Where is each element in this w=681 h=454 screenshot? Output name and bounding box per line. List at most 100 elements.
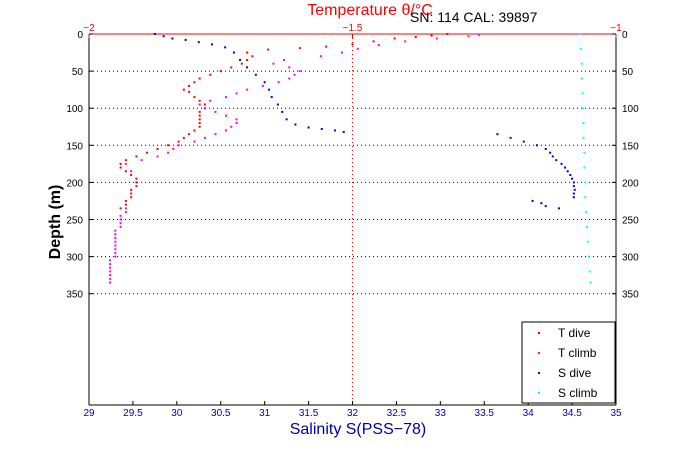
data-point	[214, 110, 217, 113]
legend-label: T climb	[558, 346, 597, 360]
salinity-tick-label: 30	[171, 408, 183, 419]
depth-tick-label-left: 200	[66, 178, 83, 189]
depth-tick-label-right: 250	[622, 216, 639, 227]
data-point	[288, 66, 291, 69]
data-point	[124, 207, 127, 210]
data-point	[124, 162, 127, 165]
data-point	[193, 140, 196, 143]
salinity-tick-label: 35	[610, 408, 622, 419]
data-point	[569, 173, 572, 176]
data-point	[581, 107, 584, 110]
data-point	[587, 255, 590, 258]
data-point	[435, 37, 438, 40]
series-s-dive	[153, 33, 576, 210]
depth-tick-label-right: 0	[622, 30, 628, 41]
data-point	[225, 96, 228, 99]
data-point	[109, 259, 112, 262]
data-point	[549, 151, 552, 154]
legend-label: S dive	[558, 366, 592, 380]
data-point	[522, 140, 525, 143]
data-point	[583, 151, 586, 154]
data-point	[377, 44, 380, 47]
data-point	[210, 43, 213, 46]
data-point	[356, 47, 359, 50]
legend-marker	[538, 372, 540, 374]
data-point	[188, 90, 191, 93]
data-point	[393, 37, 396, 40]
data-point	[320, 127, 323, 130]
data-point	[372, 40, 375, 43]
data-point	[477, 33, 480, 36]
depth-tick-label-right: 150	[622, 141, 639, 152]
series-t-dive	[119, 33, 449, 210]
data-point	[124, 203, 127, 206]
data-point	[167, 151, 170, 154]
data-point	[282, 58, 285, 61]
depth-tick-label-right: 100	[622, 104, 639, 115]
data-point	[114, 251, 117, 254]
salinity-tick-label: 31	[259, 408, 271, 419]
depth-tick-label-right: 200	[622, 178, 639, 189]
chart-title: Temperature θ/°C	[307, 2, 433, 19]
data-point	[219, 70, 222, 73]
data-point	[225, 129, 228, 132]
data-point	[124, 170, 127, 173]
data-point	[586, 225, 589, 228]
data-point	[263, 81, 266, 84]
data-point	[573, 188, 576, 191]
data-point	[325, 45, 328, 48]
depth-tick-label-right: 350	[622, 290, 639, 301]
salinity-tick-label: 32	[347, 408, 359, 419]
data-point	[119, 225, 122, 228]
data-point	[182, 136, 185, 139]
data-point	[130, 170, 133, 173]
data-point	[584, 196, 587, 199]
data-point	[246, 66, 249, 69]
data-point	[140, 159, 143, 162]
data-point	[268, 88, 271, 91]
data-point	[193, 81, 196, 84]
data-point	[572, 196, 575, 199]
data-point	[446, 33, 449, 35]
data-point	[156, 155, 159, 158]
data-point	[109, 274, 112, 277]
data-point	[114, 255, 117, 258]
data-point	[203, 107, 206, 110]
legend-label: S climb	[558, 386, 598, 400]
series-s-climb	[579, 33, 592, 284]
salinity-tick-label: 29.5	[123, 408, 143, 419]
data-point	[119, 218, 122, 221]
data-point	[145, 151, 148, 154]
data-point	[342, 130, 345, 133]
data-point	[198, 110, 201, 113]
salinity-tick-label: 34	[523, 408, 535, 419]
data-point	[235, 122, 238, 125]
data-point	[246, 51, 249, 54]
data-point	[270, 96, 273, 99]
data-point	[572, 181, 575, 184]
data-point	[198, 114, 201, 117]
data-point	[531, 199, 534, 202]
data-point	[544, 148, 547, 151]
data-point	[579, 33, 582, 35]
series-t-climb	[109, 33, 480, 284]
legend: T dive T climb S dive S climb	[521, 321, 616, 404]
depth-tick-label-left: 300	[66, 253, 83, 264]
legend-label: T dive	[558, 326, 591, 340]
data-point	[572, 192, 575, 195]
data-point	[307, 126, 310, 129]
data-point	[557, 207, 560, 210]
data-point	[124, 211, 127, 214]
data-point	[119, 166, 122, 169]
data-point	[298, 70, 301, 73]
data-point	[535, 144, 538, 147]
data-point	[333, 129, 336, 132]
data-point	[119, 214, 122, 217]
data-point	[114, 244, 117, 247]
data-point	[135, 185, 138, 188]
depth-tick-label-right: 300	[622, 253, 639, 264]
data-point	[114, 229, 117, 232]
data-point	[254, 73, 257, 76]
data-point	[156, 148, 159, 151]
data-point	[109, 270, 112, 273]
